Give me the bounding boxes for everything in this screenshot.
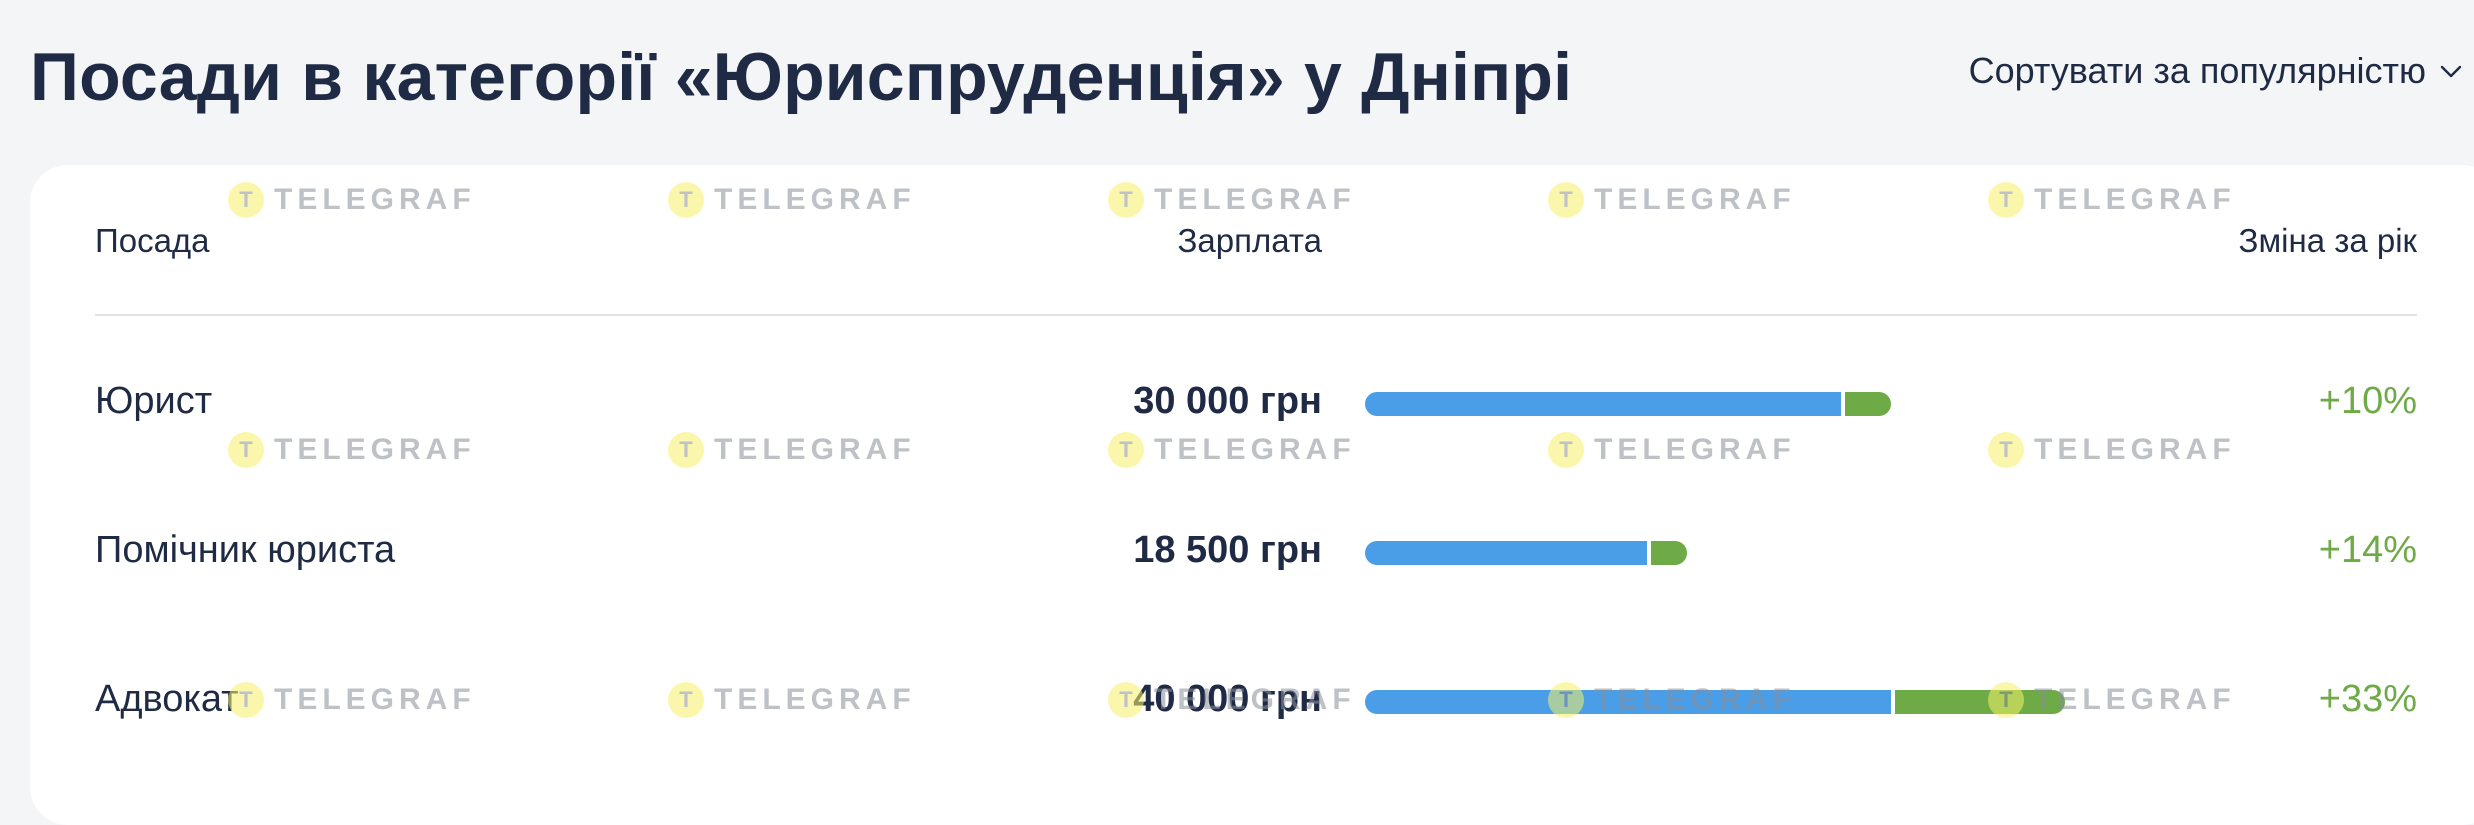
salary-bar: [1365, 392, 1891, 416]
salary-value: 30 000 грн: [1133, 380, 1322, 422]
column-header-salary: Зарплата: [1177, 222, 1323, 259]
salary-bar-growth: [1845, 392, 1891, 416]
change-value: +33%: [2318, 678, 2417, 720]
table-row[interactable]: Помічник юриста 18 500 грн +14%: [0, 511, 2474, 591]
header-divider: [95, 314, 2417, 316]
table-row[interactable]: Юрист 30 000 грн +10%: [0, 362, 2474, 442]
page-title: Посади в категорії «Юриспруденція» у Дні…: [30, 39, 1573, 115]
page-header: Посади в категорії «Юриспруденція» у Дні…: [30, 28, 2474, 138]
salary-value: 40 000 грн: [1133, 678, 1322, 720]
change-value: +14%: [2318, 529, 2417, 571]
salary-bar: [1365, 541, 1687, 565]
salary-bar-base: [1365, 541, 1647, 565]
salary-table-card: [30, 165, 2474, 825]
position-title[interactable]: Юрист: [95, 380, 213, 422]
position-title[interactable]: Адвокат: [95, 678, 239, 720]
sort-label: Сортувати за популярністю: [1968, 50, 2426, 91]
column-header-change: Зміна за рік: [2238, 222, 2417, 259]
position-title[interactable]: Помічник юриста: [95, 529, 396, 571]
salary-value: 18 500 грн: [1133, 529, 1322, 571]
salary-bar: [1365, 690, 2065, 714]
chevron-down-icon: [2438, 58, 2464, 84]
sort-dropdown[interactable]: Сортувати за популярністю: [1969, 50, 2464, 92]
column-header-position: Посада: [95, 222, 210, 259]
salary-bar-base: [1365, 690, 1891, 714]
salary-bar-base: [1365, 392, 1841, 416]
table-row[interactable]: Адвокат 40 000 грн +33%: [0, 660, 2474, 740]
salary-bar-growth: [1895, 690, 2065, 714]
change-value: +10%: [2318, 380, 2417, 422]
salary-bar-growth: [1651, 541, 1687, 565]
